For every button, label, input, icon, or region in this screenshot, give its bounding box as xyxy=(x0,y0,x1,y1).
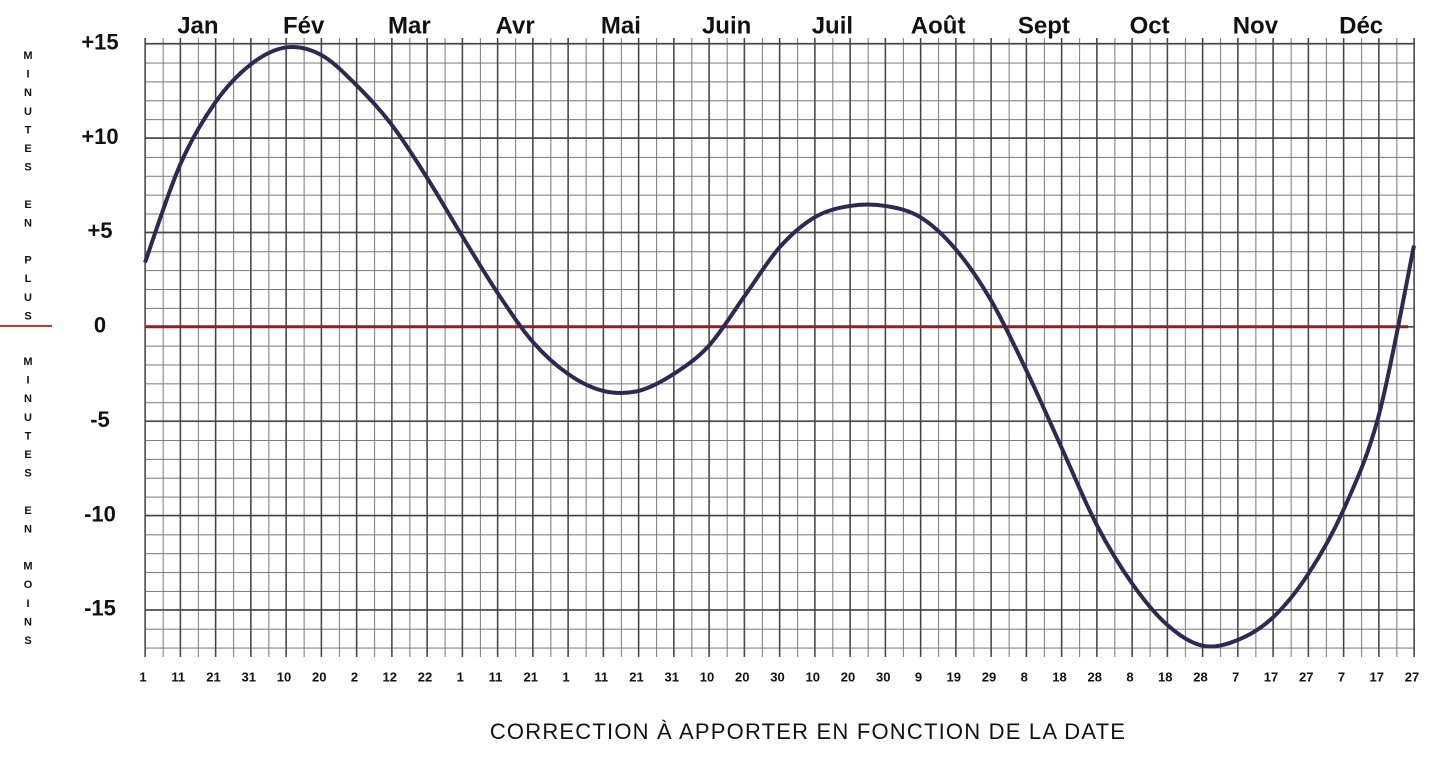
x-tick-label: 21 xyxy=(629,669,643,684)
curve xyxy=(143,45,1416,649)
month-label: Fév xyxy=(283,12,325,39)
x-tick-label: 10 xyxy=(806,669,820,684)
month-label: Sept xyxy=(1018,12,1070,39)
x-tick-label: 30 xyxy=(770,669,784,684)
x-tick-label: 21 xyxy=(524,669,538,684)
month-label: Déc xyxy=(1339,12,1383,39)
x-tick-label: 20 xyxy=(841,669,855,684)
x-tick-label: 20 xyxy=(735,669,749,684)
y-label-top: MINUTES EN PLUS xyxy=(22,50,34,329)
x-tick-label: 27 xyxy=(1405,669,1419,684)
month-label: Août xyxy=(911,12,966,39)
x-tick-label: 27 xyxy=(1299,669,1313,684)
x-tick-label: 10 xyxy=(277,669,291,684)
month-label: Mai xyxy=(601,12,641,39)
x-tick-label: 31 xyxy=(242,669,256,684)
x-tick-label: 30 xyxy=(876,669,890,684)
x-tick-label: 1 xyxy=(457,669,464,684)
x-tick-label: 17 xyxy=(1264,669,1278,684)
x-tick-label: 18 xyxy=(1158,669,1172,684)
y-tick-label: +10 xyxy=(81,124,118,149)
month-label: Mar xyxy=(388,12,431,39)
x-tick-label: 28 xyxy=(1193,669,1207,684)
month-label: Avr xyxy=(496,12,535,39)
x-tick-label: 1 xyxy=(562,669,569,684)
x-tick-label: 10 xyxy=(700,669,714,684)
month-label: Juin xyxy=(702,12,751,39)
x-tick-label: 7 xyxy=(1338,669,1345,684)
y-tick-label: 0 xyxy=(94,313,106,338)
month-label: Nov xyxy=(1233,12,1279,39)
y-tick-label: -10 xyxy=(84,501,116,526)
month-label: Oct xyxy=(1130,12,1170,39)
x-tick-label: 31 xyxy=(665,669,679,684)
x-tick-label: 8 xyxy=(1126,669,1133,684)
x-tick-label: 11 xyxy=(489,669,503,684)
x-tick-label: 20 xyxy=(312,669,326,684)
x-tick-label: 19 xyxy=(947,669,961,684)
x-tick-label: 11 xyxy=(171,669,185,684)
x-tick-label: 11 xyxy=(594,669,608,684)
x-tick-label: 21 xyxy=(206,669,220,684)
x-tick-label: 17 xyxy=(1370,669,1384,684)
x-axis-label: CORRECTION À APPORTER EN FONCTION DE LA … xyxy=(490,719,1126,744)
x-tick-label: 28 xyxy=(1088,669,1102,684)
y-tick-label: +15 xyxy=(81,29,118,54)
x-tick-label: 7 xyxy=(1232,669,1239,684)
x-tick-label: 22 xyxy=(418,669,432,684)
x-tick-label: 18 xyxy=(1052,669,1066,684)
x-tick-label: 29 xyxy=(982,669,996,684)
y-tick-label: -15 xyxy=(84,596,116,621)
y-tick-label: -5 xyxy=(90,407,110,432)
y-label-bottom: MINUTES EN MOINS xyxy=(22,356,34,654)
y-tick-label: +5 xyxy=(87,218,112,243)
x-tick-label: 8 xyxy=(1021,669,1028,684)
month-label: Juil xyxy=(812,12,853,39)
x-tick-label: 2 xyxy=(351,669,358,684)
month-label: Jan xyxy=(177,12,218,39)
x-tick-label: 1 xyxy=(139,669,146,684)
x-tick-label: 12 xyxy=(383,669,397,684)
x-tick-label: 9 xyxy=(915,669,922,684)
axis-divider xyxy=(0,325,52,327)
